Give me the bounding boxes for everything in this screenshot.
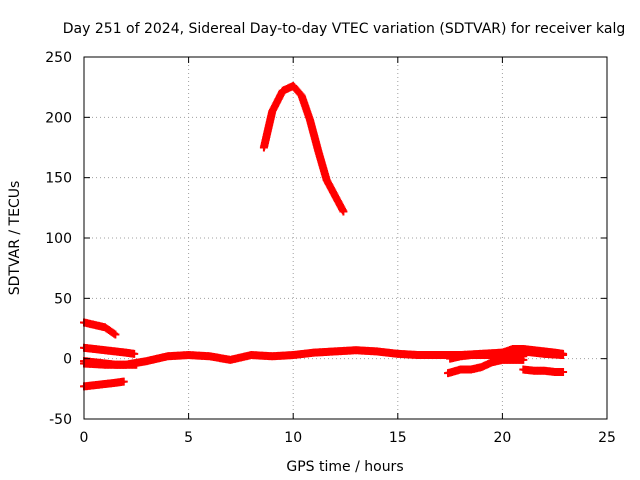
y-tick-label: 0	[63, 352, 72, 368]
series-arc-d	[80, 377, 128, 391]
y-tick-label: 50	[54, 291, 72, 307]
y-axis-label: SDTVAR / TECUs	[7, 181, 23, 296]
y-tick-label: 200	[45, 110, 72, 126]
x-tick-label: 10	[284, 430, 302, 446]
y-tick-label: 250	[45, 50, 72, 66]
series-arc-high	[259, 81, 348, 216]
data-point	[559, 349, 568, 358]
series-arc-h	[519, 365, 568, 376]
data-point	[519, 352, 528, 361]
data-marks	[80, 81, 568, 391]
x-tick-label: 0	[80, 430, 89, 446]
y-tick-label: 100	[45, 231, 72, 247]
data-point	[119, 377, 128, 386]
grid	[84, 57, 607, 419]
x-tick-label: 15	[389, 430, 407, 446]
series-arc-f	[446, 351, 528, 363]
data-point	[111, 330, 120, 339]
x-tick-label: 5	[184, 430, 193, 446]
series-arc-a	[80, 318, 120, 339]
series-arc-g	[487, 345, 568, 361]
x-tick-label: 20	[493, 430, 511, 446]
x-tick-label: 25	[598, 430, 616, 446]
series-arc-b	[80, 343, 139, 358]
y-tick-label: 150	[45, 171, 72, 187]
x-axis-label: GPS time / hours	[286, 459, 403, 475]
data-point	[339, 207, 348, 216]
axis-ticks: 0 5 10 15 20 25 -50 0 50 100 150 200 250	[45, 50, 616, 446]
chart-title: Day 251 of 2024, Sidereal Day-to-day VTE…	[63, 21, 625, 37]
data-point	[559, 367, 568, 376]
data-point	[130, 349, 139, 358]
y-tick-label: -50	[49, 412, 72, 428]
